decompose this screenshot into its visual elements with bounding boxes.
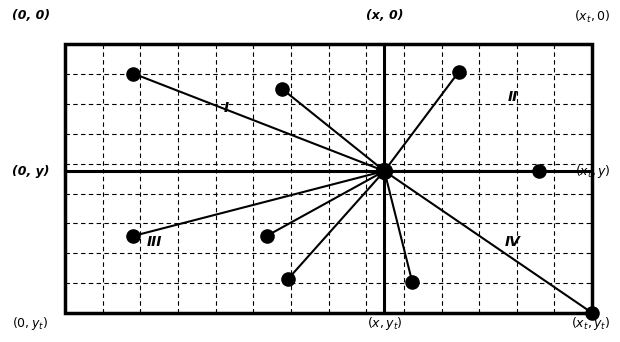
Text: II: II bbox=[508, 91, 518, 104]
Point bbox=[587, 310, 597, 316]
Text: IV: IV bbox=[505, 235, 521, 249]
Point bbox=[407, 279, 417, 285]
Point bbox=[379, 168, 389, 174]
Point bbox=[128, 71, 138, 76]
Point bbox=[283, 276, 293, 281]
Text: III: III bbox=[147, 235, 162, 249]
Text: (0, y): (0, y) bbox=[12, 165, 50, 177]
Point bbox=[454, 69, 464, 75]
Point bbox=[534, 168, 544, 174]
Text: $(x_t, y_t)$: $(x_t, y_t)$ bbox=[571, 315, 611, 332]
Point bbox=[277, 86, 287, 92]
Text: (x, 0): (x, 0) bbox=[366, 9, 403, 22]
Text: I: I bbox=[224, 101, 229, 115]
Text: $(x_t, y)$: $(x_t, y)$ bbox=[575, 162, 611, 180]
Text: $(0, y_t)$: $(0, y_t)$ bbox=[12, 315, 48, 332]
Text: (0, 0): (0, 0) bbox=[12, 9, 50, 22]
Point bbox=[128, 233, 138, 239]
Text: $(x_t, 0)$: $(x_t, 0)$ bbox=[575, 9, 611, 25]
Point bbox=[262, 233, 272, 239]
Text: $(x, y_t)$: $(x, y_t)$ bbox=[366, 315, 402, 332]
Bar bbox=[65, 44, 592, 313]
